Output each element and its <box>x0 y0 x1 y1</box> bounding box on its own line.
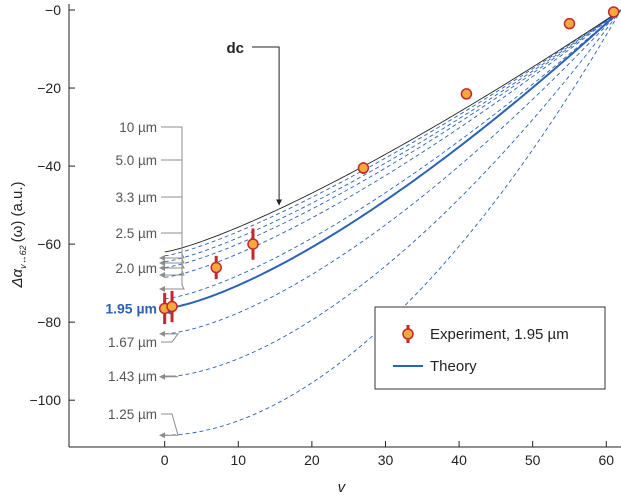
experiment-point <box>460 88 473 100</box>
x-tick-label: 60 <box>598 452 614 468</box>
x-tick-label: 0 <box>161 452 169 468</box>
wavelength-label: 1.43 µm <box>108 369 157 384</box>
experiment-point <box>166 300 178 313</box>
callout-arrow <box>159 373 179 380</box>
x-tick-label: 30 <box>378 452 394 468</box>
experiment-point <box>210 261 222 274</box>
theory-curve-2-0-m <box>164 9 621 300</box>
highlight-wavelength-label: 1.95 µm <box>105 300 157 316</box>
theory-curve-1-95 <box>164 9 621 310</box>
y-tick-label: −60 <box>37 236 61 252</box>
legend-experiment-marker <box>402 328 414 340</box>
x-tick-label: 20 <box>304 452 320 468</box>
experiment-point <box>563 17 576 30</box>
axes: 0 10 20 30 40 50 60 −0 −20 −40 −60 −80 −100 Δαv↔62 (ω)… <box>9 2 621 468</box>
wavelength-label: 5.0 µm <box>115 153 157 168</box>
y-tick-label: −100 <box>29 392 61 408</box>
theory-curve-1-43-m <box>164 9 621 378</box>
x-tick-label: 10 <box>230 452 246 468</box>
x-tick-label: 50 <box>525 452 541 468</box>
wavelength-label: 1.67 µm <box>108 335 157 350</box>
dc-arrow <box>252 46 283 206</box>
y-tick-label: −0 <box>45 2 61 18</box>
theory-curve-1-67-m <box>164 9 621 335</box>
experiment-point <box>247 238 259 250</box>
legend-experiment-label: Experiment, 1.95 µm <box>430 326 569 343</box>
y-axis-label-rest: (ω) (a.u.) <box>9 181 26 242</box>
theory-curve-3-3-m <box>164 9 621 268</box>
theory-curve-5-0-m <box>164 9 621 263</box>
y-tick-label: −20 <box>37 80 61 96</box>
wavelength-label: 3.3 µm <box>115 190 157 205</box>
callout-arrow <box>159 126 185 261</box>
wavelength-label: 10 µm <box>119 120 157 135</box>
theory-curve-10-m <box>164 9 621 257</box>
y-tick-label: −80 <box>37 314 61 330</box>
callout-arrow <box>159 232 185 278</box>
legend: Experiment, 1.95 µm Theory <box>374 306 606 390</box>
x-tick-label: 40 <box>451 452 467 468</box>
callout-arrow <box>159 159 185 266</box>
y-axis-label-subscript: v↔62 <box>18 245 28 269</box>
dc-label: dc <box>226 40 244 57</box>
dc-curve <box>164 9 621 253</box>
legend-theory-label: Theory <box>430 358 477 375</box>
x-axis-label: v <box>338 479 347 496</box>
callout-arrow <box>159 267 185 292</box>
legend-box <box>374 306 606 390</box>
wavelength-callouts: 10 µm 5.0 µm 3.3 µm 2.5 µm 2.0 µm 1.67 µm 1.43… <box>105 40 283 439</box>
theory-curves <box>164 9 621 436</box>
y-axis-label: Δαv↔62 (ω) (a.u.) <box>9 181 28 288</box>
experiment-points <box>158 6 620 325</box>
y-axis-label-main: Δα <box>9 268 26 288</box>
experiment-point <box>607 6 620 18</box>
wavelength-label: 1.25 µm <box>108 407 157 422</box>
wavelength-label: 2.5 µm <box>115 226 157 241</box>
experiment-point <box>357 162 370 174</box>
wavelength-label: 2.0 µm <box>115 261 157 276</box>
callout-arrow <box>159 413 179 439</box>
y-tick-label: −40 <box>37 158 61 174</box>
theory-curve-2-5-m <box>164 9 621 278</box>
callout-arrow <box>159 330 179 343</box>
